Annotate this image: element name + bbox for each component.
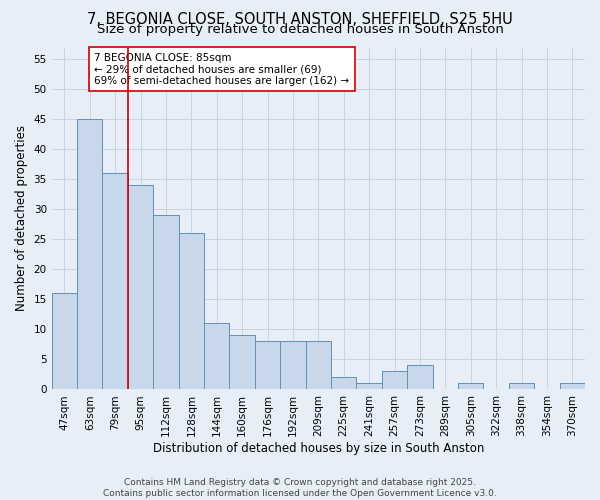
Bar bbox=[305, 342, 331, 390]
Bar bbox=[280, 342, 305, 390]
Bar bbox=[153, 216, 179, 390]
Bar bbox=[382, 372, 407, 390]
Y-axis label: Number of detached properties: Number of detached properties bbox=[15, 126, 28, 312]
Bar bbox=[356, 384, 382, 390]
Bar bbox=[255, 342, 280, 390]
Bar bbox=[204, 324, 229, 390]
Bar bbox=[128, 186, 153, 390]
Bar bbox=[331, 378, 356, 390]
Bar bbox=[229, 336, 255, 390]
Bar bbox=[509, 384, 534, 390]
Bar bbox=[560, 384, 585, 390]
Text: 7, BEGONIA CLOSE, SOUTH ANSTON, SHEFFIELD, S25 5HU: 7, BEGONIA CLOSE, SOUTH ANSTON, SHEFFIEL… bbox=[87, 12, 513, 28]
Bar bbox=[77, 120, 103, 390]
Bar bbox=[407, 366, 433, 390]
Text: Contains HM Land Registry data © Crown copyright and database right 2025.
Contai: Contains HM Land Registry data © Crown c… bbox=[103, 478, 497, 498]
Bar bbox=[458, 384, 484, 390]
Bar bbox=[52, 294, 77, 390]
Bar bbox=[179, 234, 204, 390]
Text: Size of property relative to detached houses in South Anston: Size of property relative to detached ho… bbox=[97, 22, 503, 36]
X-axis label: Distribution of detached houses by size in South Anston: Distribution of detached houses by size … bbox=[152, 442, 484, 455]
Text: 7 BEGONIA CLOSE: 85sqm
← 29% of detached houses are smaller (69)
69% of semi-det: 7 BEGONIA CLOSE: 85sqm ← 29% of detached… bbox=[94, 52, 349, 86]
Bar bbox=[103, 174, 128, 390]
